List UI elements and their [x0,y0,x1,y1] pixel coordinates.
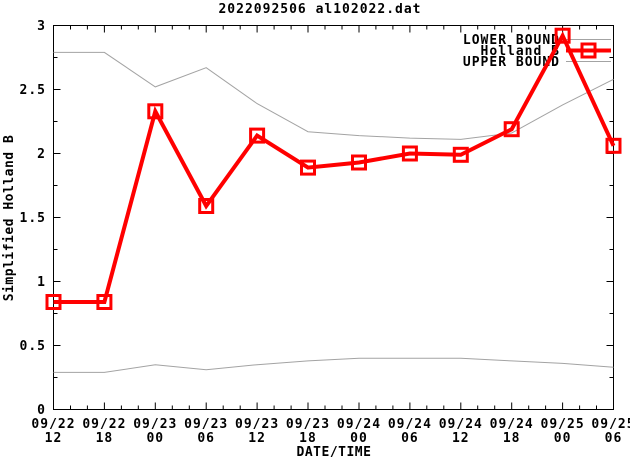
legend-label-holland-b: Holland B [481,44,560,59]
data-point-marker-holland-b [147,103,164,120]
x-tick-label-hour: 12 [452,431,470,446]
x-tick-label-hour: 06 [197,431,215,446]
x-tick-label-date: 09/25 [541,417,585,432]
x-tick-label-date: 09/24 [439,417,483,432]
x-axis-title: DATE/TIME [297,445,372,460]
x-tick-label-hour: 12 [45,431,63,446]
legend-label-upper-bound: UPPER BOUND [463,55,560,70]
data-point-marker-holland-b [96,294,113,310]
data-point-marker-holland-b [198,198,215,214]
y-tick-label: 2 [37,147,46,162]
x-tick-label-hour: 18 [96,431,114,446]
series-line-upper-bound [53,51,614,140]
data-point-marker-holland-b [300,159,316,176]
series-line-holland-b [53,31,616,304]
x-tick-label-date: 09/23 [184,417,228,432]
axis-ticks [53,25,614,410]
x-tick-label-hour: 00 [146,431,164,446]
x-tick-label-date: 09/24 [490,417,534,432]
x-tick-label-date: 09/24 [388,417,432,432]
y-axis-title: Simplified Holland B [2,135,17,302]
x-tick-label-date: 09/23 [235,417,279,432]
legend-label-lower-bound: LOWER BOUND [463,33,560,48]
x-tick-label-hour: 00 [350,431,368,446]
data-point-marker-holland-b [249,127,266,144]
chart-title: 2022092506 al102022.dat [218,2,421,17]
plot-generated-layer: 00.511.522.5309/221209/221809/230009/230… [20,19,630,446]
x-tick-label-date: 09/22 [82,417,126,432]
y-tick-label: 0.5 [20,339,46,354]
x-tick-label-date: 09/22 [31,417,75,432]
data-point-marker-holland-b [503,121,520,138]
data-point-marker-holland-b [554,27,571,44]
x-tick-label-date: 09/25 [591,417,630,432]
y-tick-label: 0 [37,403,46,418]
data-point-marker-holland-b [605,137,622,154]
x-tick-label-hour: 18 [503,431,521,446]
x-tick-label-date: 09/23 [133,417,177,432]
y-tick-label: 3 [37,19,46,34]
plot-frame [53,25,614,410]
x-tick-label-hour: 06 [401,431,419,446]
data-point-marker-holland-b [452,146,469,163]
y-tick-label: 2.5 [20,83,46,98]
data-point-marker-holland-b [401,145,418,162]
x-tick-label-hour: 12 [248,431,266,446]
data-point-marker-holland-b [351,154,367,171]
x-tick-label-date: 09/23 [286,417,330,432]
data-point-marker-holland-b [45,294,62,310]
x-tick-label-date: 09/24 [337,417,381,432]
y-tick-label: 1.5 [20,211,46,226]
series-line-lower-bound [53,357,614,373]
y-tick-label: 1 [37,275,46,290]
x-tick-label-hour: 00 [554,431,572,446]
legend-sample-marker-holland-b [580,42,597,59]
x-tick-label-hour: 06 [605,431,623,446]
x-tick-label-hour: 18 [299,431,317,446]
